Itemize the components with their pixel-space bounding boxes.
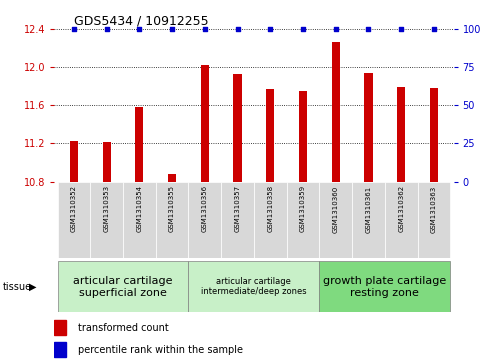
Bar [352, 182, 385, 258]
Point [266, 26, 274, 32]
Text: GSM1310358: GSM1310358 [267, 185, 273, 232]
Text: ▶: ▶ [29, 282, 36, 292]
Bar [397, 87, 405, 182]
Point [234, 26, 242, 32]
Point [299, 26, 307, 32]
Bar [168, 174, 176, 182]
Bar [319, 261, 450, 312]
Text: GSM1310363: GSM1310363 [431, 185, 437, 233]
Bar [58, 261, 188, 312]
Bar [319, 182, 352, 258]
Point [103, 26, 110, 32]
Text: growth plate cartilage
resting zone: growth plate cartilage resting zone [323, 276, 447, 298]
Bar [90, 182, 123, 258]
Bar [54, 342, 66, 357]
Bar [188, 261, 319, 312]
Text: GSM1310359: GSM1310359 [300, 185, 306, 232]
Text: GSM1310361: GSM1310361 [365, 185, 371, 233]
Bar [332, 42, 340, 182]
Text: GSM1310356: GSM1310356 [202, 185, 208, 232]
Text: transformed count: transformed count [78, 323, 169, 333]
Text: GSM1310353: GSM1310353 [104, 185, 109, 232]
Bar [430, 88, 438, 182]
Text: tissue: tissue [2, 282, 32, 292]
Bar [299, 91, 307, 182]
Bar [364, 73, 373, 182]
Point [136, 26, 143, 32]
Point [201, 26, 209, 32]
Bar [54, 320, 66, 335]
Bar [385, 182, 418, 258]
Bar [135, 107, 143, 182]
Text: GSM1310354: GSM1310354 [137, 185, 142, 232]
Text: articular cartilage
intermediate/deep zones: articular cartilage intermediate/deep zo… [201, 277, 307, 297]
Bar [156, 182, 188, 258]
Text: GSM1310360: GSM1310360 [333, 185, 339, 233]
Point [70, 26, 78, 32]
Bar [103, 142, 111, 182]
Point [364, 26, 372, 32]
Bar [254, 182, 286, 258]
Bar [234, 74, 242, 182]
Text: percentile rank within the sample: percentile rank within the sample [78, 345, 243, 355]
Text: GSM1310362: GSM1310362 [398, 185, 404, 232]
Bar [70, 140, 78, 182]
Bar [188, 182, 221, 258]
Bar [58, 182, 90, 258]
Bar [418, 182, 450, 258]
Bar [286, 182, 319, 258]
Text: GSM1310357: GSM1310357 [235, 185, 241, 232]
Bar [221, 182, 254, 258]
Point [168, 26, 176, 32]
Text: GDS5434 / 10912255: GDS5434 / 10912255 [74, 15, 209, 28]
Text: articular cartilage
superficial zone: articular cartilage superficial zone [73, 276, 173, 298]
Point [430, 26, 438, 32]
Text: GSM1310355: GSM1310355 [169, 185, 175, 232]
Bar [266, 89, 274, 182]
Bar [201, 65, 209, 182]
Point [332, 26, 340, 32]
Point [397, 26, 405, 32]
Bar [123, 182, 156, 258]
Text: GSM1310352: GSM1310352 [71, 185, 77, 232]
